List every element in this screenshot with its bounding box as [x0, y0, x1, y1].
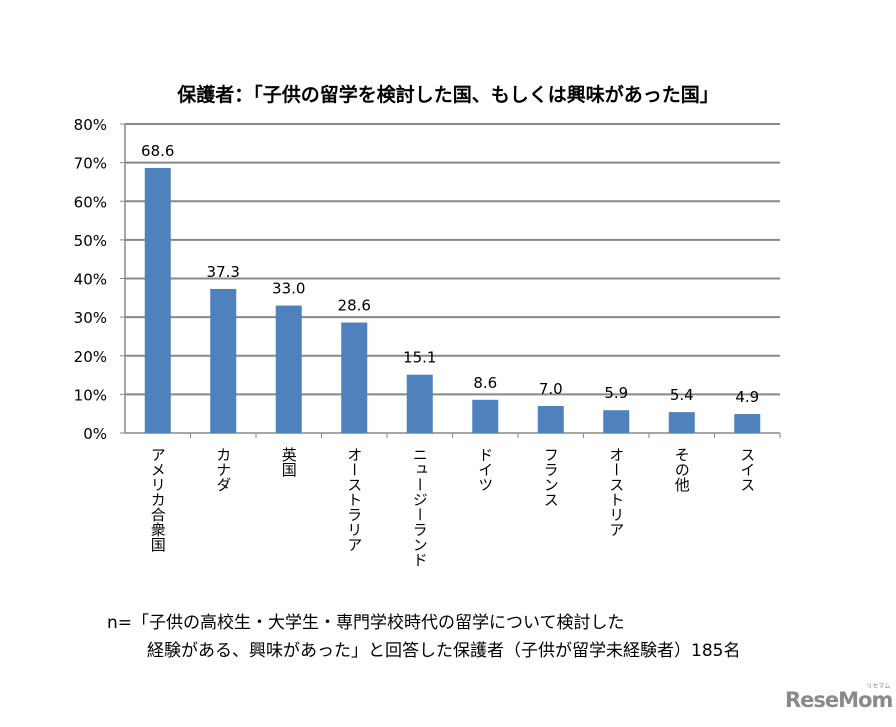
- sample-note-line1: n=「子供の高校生・大学生・専門学校時代の留学について検討した: [107, 613, 625, 633]
- data-label: 8.6: [473, 374, 497, 392]
- data-label: 5.4: [670, 386, 694, 404]
- y-tick-label: 70%: [74, 155, 107, 173]
- category-label: オーストラリア: [345, 447, 364, 552]
- data-label: 4.9: [735, 388, 759, 406]
- category-label: その他: [672, 447, 691, 492]
- sample-note-line2: 経験がある、興味があった」と回答した保護者（子供が留学未経験者）185名: [147, 641, 741, 661]
- y-tick-label: 20%: [74, 348, 107, 366]
- category-label: ニュージーランド: [410, 447, 429, 567]
- data-label: 68.6: [141, 142, 174, 160]
- y-tick-label: 30%: [74, 309, 107, 327]
- category-label: アメリカ合衆国: [148, 447, 167, 552]
- bar: [406, 374, 433, 433]
- data-label: 7.0: [539, 380, 563, 398]
- y-tick-label: 40%: [74, 271, 107, 289]
- bar: [275, 305, 302, 433]
- bar: [668, 412, 695, 433]
- data-label: 15.1: [403, 349, 436, 367]
- bar: [603, 410, 630, 433]
- bar: [472, 399, 499, 433]
- category-label: 英国: [279, 447, 298, 477]
- data-label: 5.9: [604, 384, 628, 402]
- y-tick-label: 0%: [83, 425, 107, 443]
- bar: [341, 322, 368, 433]
- data-label: 33.0: [272, 280, 305, 298]
- data-label: 28.6: [338, 297, 371, 315]
- bar: [537, 405, 564, 433]
- category-label: オーストリア: [607, 447, 626, 537]
- bar: [734, 414, 761, 433]
- bar: [210, 288, 237, 433]
- chart-title: 保護者：「子供の留学を検討した国、もしくは興味があった国」: [177, 84, 719, 106]
- category-label: ドイツ: [476, 447, 495, 492]
- category-label: スイス: [738, 447, 757, 492]
- y-tick-label: 80%: [74, 116, 107, 134]
- category-label: フランス: [541, 447, 560, 507]
- data-label: 37.3: [207, 263, 240, 281]
- y-tick-label: 50%: [74, 232, 107, 250]
- y-tick-label: 60%: [74, 193, 107, 211]
- resemom-logo: ReseMom リセマム: [785, 683, 893, 712]
- bar: [144, 168, 171, 433]
- category-label: カナダ: [214, 447, 233, 492]
- y-tick-label: 10%: [74, 386, 107, 404]
